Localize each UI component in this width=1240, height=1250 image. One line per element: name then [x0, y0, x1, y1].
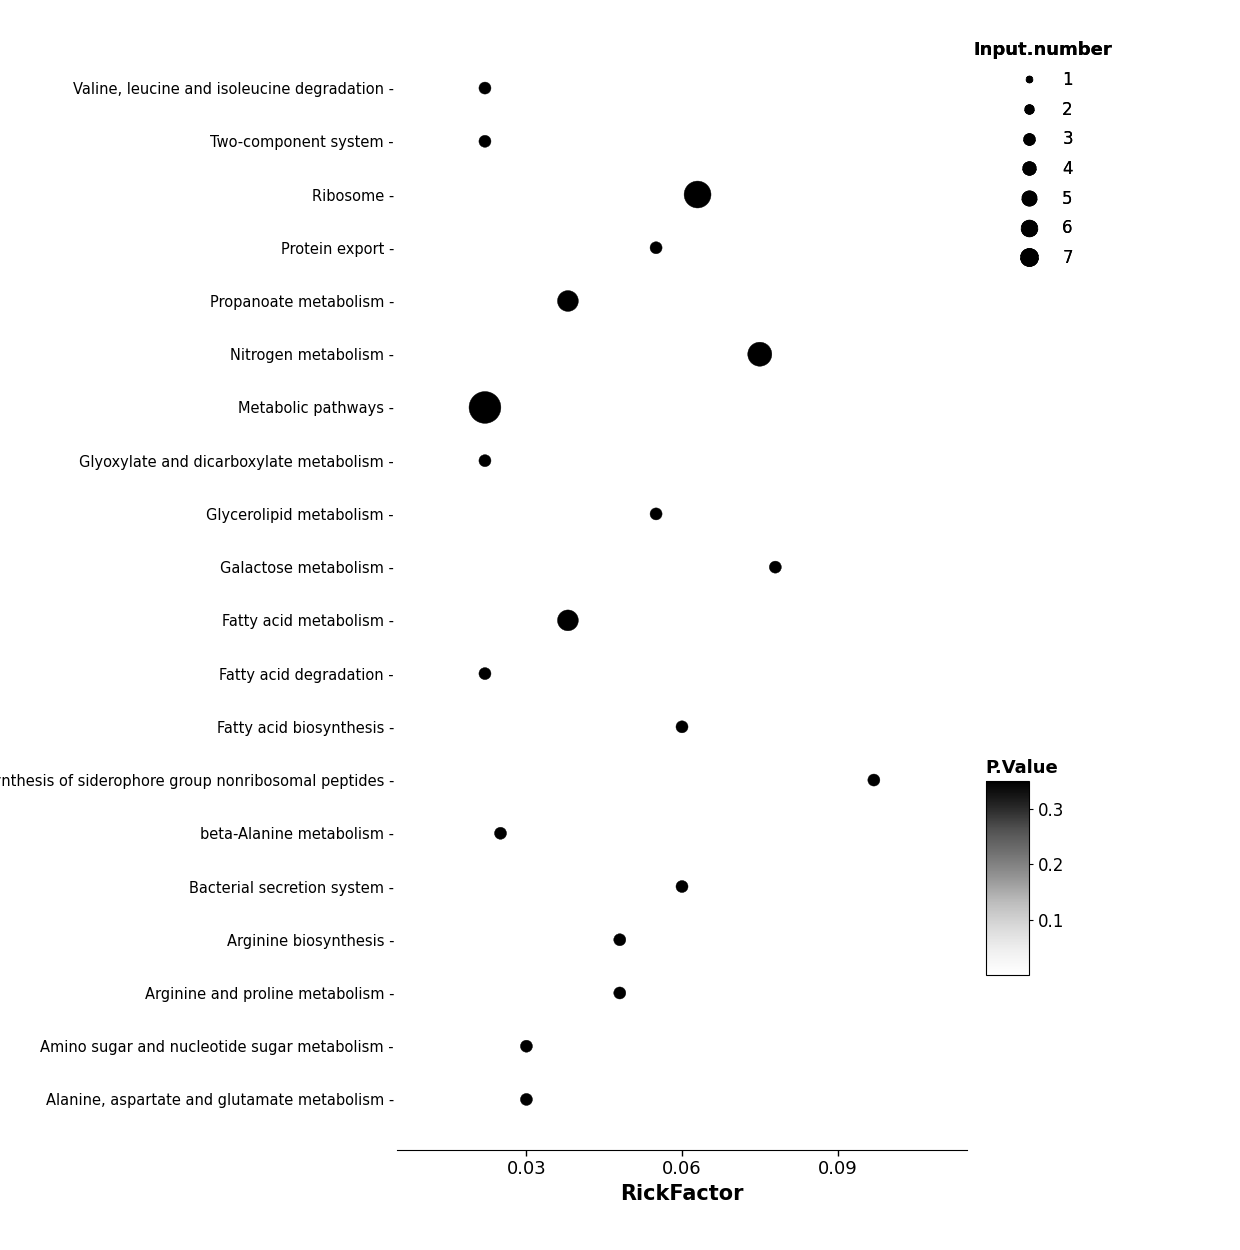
- Point: [688, 185, 708, 205]
- Point: [475, 664, 495, 684]
- Text: P.Value: P.Value: [986, 759, 1059, 778]
- Point: [491, 824, 511, 844]
- X-axis label: RickFactor: RickFactor: [620, 1184, 744, 1204]
- Point: [672, 716, 692, 736]
- Point: [475, 398, 495, 418]
- Point: [517, 1036, 537, 1056]
- Point: [750, 344, 770, 364]
- Point: [610, 982, 630, 1002]
- Point: [517, 1090, 537, 1110]
- Point: [646, 238, 666, 258]
- Point: [475, 131, 495, 151]
- Point: [558, 610, 578, 630]
- Point: [646, 504, 666, 524]
- Point: [765, 558, 785, 578]
- Point: [475, 78, 495, 98]
- Point: [672, 876, 692, 896]
- Point: [475, 451, 495, 471]
- Point: [864, 770, 884, 790]
- Point: [610, 930, 630, 950]
- Point: [558, 291, 578, 311]
- Legend: 1, 2, 3, 4, 5, 6, 7: 1, 2, 3, 4, 5, 6, 7: [966, 35, 1118, 274]
